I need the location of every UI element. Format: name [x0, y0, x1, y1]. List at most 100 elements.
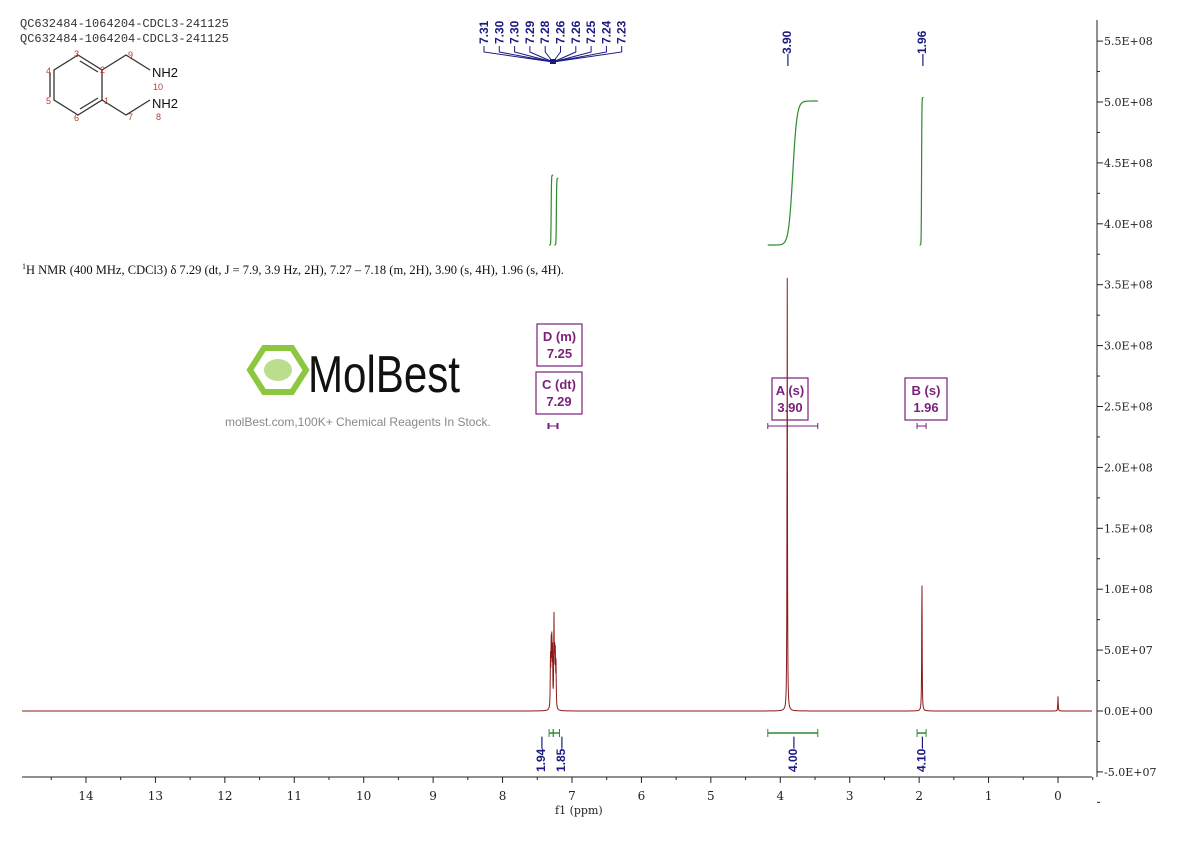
integral-value: 1.94— [534, 737, 548, 772]
multiplet-label: A (s) [776, 383, 804, 398]
y-tick-label: 4.5E+08 [1104, 157, 1153, 170]
y-tick-label: 5.5E+08 [1104, 35, 1153, 48]
peak-labels: 7.31 7.30 7.30 7.29 7.28 7.26 7.26 7.25 7.24 7.23… [477, 20, 929, 66]
x-tick-label: 2 [915, 789, 923, 803]
integral-curve [554, 177, 559, 246]
integral-curve [919, 96, 924, 246]
x-tick-label: 6 [638, 789, 646, 803]
y-tick-label: 0.0E+00 [1104, 705, 1153, 718]
atom-number: 5 [46, 96, 51, 106]
multiplet-box [904, 377, 948, 421]
peak-label: 7.31 [477, 20, 491, 44]
peak-label-connector [529, 46, 554, 63]
multiplet-label: C (dt) [542, 377, 576, 392]
sample-id-line: QC632484-1064204-CDCL3-241125 [20, 17, 229, 31]
atom-number: 1 [104, 96, 109, 106]
nmr-description: 1H NMR (400 MHz, CDCl3) δ 7.29 (dt, J = … [22, 258, 602, 279]
x-tick-label: 9 [429, 789, 437, 803]
peak-label: 7.24 [599, 20, 613, 44]
peak-label: 7.23 [615, 20, 629, 44]
multiplet-label: D (m) [543, 329, 576, 344]
atom-number: 10 [153, 82, 163, 92]
peak-label-connector [552, 46, 592, 63]
peak-label-connector [552, 46, 561, 63]
multiplet-box [771, 377, 809, 421]
multiplet-shift: 7.29 [546, 394, 571, 409]
peak-label-connector [552, 46, 577, 63]
y-tick-label: 5.0E+07 [1104, 644, 1153, 657]
peak-label: 7.28 [538, 20, 552, 44]
multiplet-shift: 1.96 [913, 400, 938, 415]
axes: 14 13 12 11 10 9 8 7 6 5 4 3 2 1 05.5E+085.0E+084.5E+0… [22, 20, 1156, 803]
atom-number: 9 [128, 50, 133, 60]
peak-label-connector [483, 46, 554, 63]
integral-labels: 1.94— 1.85— 4.00— 4.10— [534, 729, 929, 772]
x-tick-label: 3 [846, 789, 854, 803]
amine-group: NH2 [152, 96, 178, 111]
atom-number: 7 [128, 112, 133, 122]
y-tick-label: -5.0E+07 [1104, 766, 1156, 779]
watermark-logo-icon [246, 345, 310, 395]
integral-value: 4.10— [915, 737, 929, 772]
integral-curve [549, 174, 554, 246]
peak-label-marker [550, 59, 556, 64]
peak-label: 7.26 [554, 20, 568, 44]
peak-label-connector [552, 46, 623, 63]
y-tick-label: 5.0E+08 [1104, 96, 1153, 109]
x-tick-label: 13 [148, 789, 163, 803]
watermark-tagline: molBest.com,100K+ Chemical Reagents In S… [225, 415, 491, 429]
multiplet-label: B (s) [912, 383, 941, 398]
multiplet-shift: 7.25 [547, 346, 572, 361]
atom-number: 2 [100, 65, 105, 75]
watermark-logo-text: MolBest [308, 346, 460, 404]
x-tick-label: 1 [985, 789, 993, 803]
x-tick-label: 12 [217, 789, 232, 803]
peak-label: 7.29 [523, 20, 537, 44]
x-tick-label: 10 [356, 789, 371, 803]
y-tick-label: 3.0E+08 [1104, 340, 1153, 353]
peak-label: 7.30 [508, 20, 522, 44]
multiplet-annotations: D (m) 7.25 C (dt) 7.29 A (s) 3.90 B (s) 1.96 [535, 323, 948, 429]
integral-value: 1.85— [554, 737, 568, 772]
peak-label: 7.25 [584, 20, 598, 44]
peak-label: —3.90 [780, 30, 794, 66]
multiplet-box [535, 371, 583, 415]
atom-number: 3 [74, 49, 79, 59]
y-tick-label: 1.0E+08 [1104, 583, 1153, 596]
peak-label: 7.26 [569, 20, 583, 44]
atom-number: 8 [156, 112, 161, 122]
y-tick-label: 2.0E+08 [1104, 461, 1153, 474]
multiplet-range-bracket [548, 423, 558, 429]
peak-label: —1.96 [915, 30, 929, 66]
x-tick-label: 5 [707, 789, 715, 803]
integral-value: 4.00— [786, 737, 800, 772]
sample-ids: QC632484-1064204-CDCL3-241125 QC632484-1… [20, 17, 229, 47]
multiplet-shift: 3.90 [777, 400, 802, 415]
description-text: H NMR (400 MHz, CDCl3) δ 7.29 (dt, J = 7… [26, 263, 564, 278]
y-tick-label: 4.0E+08 [1104, 218, 1153, 231]
peak-label-connector [498, 46, 554, 63]
y-tick-label: 3.5E+08 [1104, 279, 1153, 292]
integral-curve [767, 100, 818, 246]
peak-label-connector [552, 46, 607, 63]
x-tick-label: 8 [499, 789, 507, 803]
y-tick-label: 1.5E+08 [1104, 522, 1153, 535]
x-tick-label: 0 [1054, 789, 1062, 803]
integral-curves [549, 96, 924, 246]
atom-numbers: 1 2 3 4 5 6 7 8 9 10 [46, 49, 163, 123]
multiplet-box [536, 323, 583, 367]
peak-label-connector [514, 46, 554, 63]
watermark: MolBest molBest.com,100K+ Chemical Reage… [225, 345, 491, 429]
x-tick-label: 4 [776, 789, 784, 803]
x-tick-label: 14 [78, 789, 94, 803]
atom-number: 6 [74, 113, 79, 123]
peak-label-connector [544, 46, 554, 63]
multiplet-range-bracket [767, 423, 819, 429]
multiplet-range-bracket [916, 423, 927, 429]
molecule-structure [49, 54, 151, 116]
peak-label: 7.30 [492, 20, 506, 44]
amine-group: NH2 [152, 65, 178, 80]
atom-number: 4 [46, 66, 51, 76]
x-tick-label: 11 [287, 789, 302, 803]
